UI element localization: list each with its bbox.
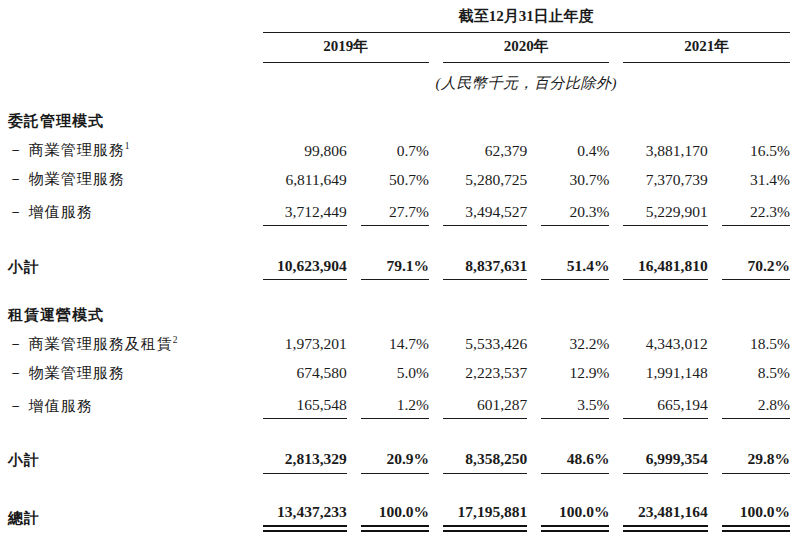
amount-2019: 3,712,449 (263, 202, 347, 226)
table-row: － 增值服務 3,712,449 27.7% 3,494,527 20.3% 5… (8, 193, 790, 226)
amount-2019: 674,580 (263, 363, 347, 386)
year-header-2020: 2020年 (443, 37, 609, 63)
period-header-row: 截至12月31日止年度 (8, 0, 790, 33)
revenue-breakdown-table: 截至12月31日止年度 2019年 2020年 2021年 (人民幣千元，百分比… (8, 0, 790, 532)
section-title-row: 委託管理模式 (8, 95, 790, 135)
row-label: － 商業管理服務及租賃2 (8, 335, 249, 358)
table-row: － 商業管理服務1 99,806 0.7% 62,379 0.4% 3,881,… (8, 135, 790, 164)
amount-2019: 13,437,233 (263, 502, 347, 532)
pct-2020: 20.3% (541, 202, 609, 226)
amount-2021: 23,481,164 (623, 502, 707, 532)
pct-2020: 51.4% (541, 256, 609, 280)
section-title-entrusted: 委託管理模式 (8, 112, 790, 135)
row-label: － 商業管理服務1 (8, 141, 249, 164)
table-row: － 增值服務 165,548 1.2% 601,287 3.5% 665,194… (8, 386, 790, 419)
amount-2020: 5,533,426 (443, 334, 527, 357)
amount-2020: 8,358,250 (443, 449, 527, 473)
empty-cell (8, 0, 249, 33)
amount-2019: 165,548 (263, 395, 347, 419)
empty-cell (8, 63, 249, 95)
spacer-row (8, 474, 790, 502)
amount-2021: 3,881,170 (623, 141, 707, 164)
pct-2019: 1.2% (361, 395, 429, 419)
pct-2020: 3.5% (541, 395, 609, 419)
row-label: － 物業管理服務 (8, 170, 249, 193)
pct-2021: 2.8% (722, 395, 790, 419)
amount-2020: 8,837,631 (443, 256, 527, 280)
pct-2019: 5.0% (361, 363, 429, 386)
pct-2020: 0.4% (541, 141, 609, 164)
table-row: － 物業管理服務 674,580 5.0% 2,223,537 12.9% 1,… (8, 357, 790, 386)
amount-2021: 7,370,739 (623, 170, 707, 193)
footnote-marker: 1 (125, 141, 130, 151)
amount-2019: 99,806 (263, 141, 347, 164)
table-row: － 商業管理服務及租賃2 1,973,201 14.7% 5,533,426 3… (8, 328, 790, 357)
pct-2020: 100.0% (541, 502, 609, 532)
year-header-2021: 2021年 (623, 37, 790, 63)
unit-note-row: (人民幣千元，百分比除外) (8, 63, 790, 95)
pct-2019: 79.1% (361, 256, 429, 280)
section-title-row: 租賃運營模式 (8, 300, 790, 328)
amount-2020: 601,287 (443, 395, 527, 419)
amount-2020: 3,494,527 (443, 202, 527, 226)
amount-2019: 10,623,904 (263, 256, 347, 280)
pct-2019: 27.7% (361, 202, 429, 226)
amount-2020: 5,280,725 (443, 170, 527, 193)
pct-2019: 0.7% (361, 141, 429, 164)
pct-2021: 18.5% (722, 334, 790, 357)
spacer-row (8, 226, 790, 256)
row-label: － 增值服務 (8, 397, 249, 420)
footnote-marker: 2 (173, 335, 178, 345)
amount-2021: 6,999,354 (623, 449, 707, 473)
unit-note: (人民幣千元，百分比除外) (263, 74, 790, 95)
pct-2021: 16.5% (722, 141, 790, 164)
amount-2021: 5,229,901 (623, 202, 707, 226)
pct-2021: 8.5% (722, 363, 790, 386)
subtotal-label: 小計 (8, 258, 249, 281)
subtotal-row: 小計 2,813,329 20.9% 8,358,250 48.6% 6,999… (8, 449, 790, 473)
row-label: － 物業管理服務 (8, 364, 249, 387)
pct-2019: 50.7% (361, 170, 429, 193)
amount-2020: 17,195,881 (443, 502, 527, 532)
pct-2021: 31.4% (722, 170, 790, 193)
row-label: － 增值服務 (8, 203, 249, 226)
year-header-2019: 2019年 (263, 37, 429, 63)
amount-2020: 2,223,537 (443, 363, 527, 386)
year-header-row: 2019年 2020年 2021年 (8, 33, 790, 63)
pct-2020: 30.7% (541, 170, 609, 193)
pct-2021: 70.2% (722, 256, 790, 280)
empty-cell (8, 33, 249, 63)
pct-2019: 20.9% (361, 449, 429, 473)
amount-2021: 4,343,012 (623, 334, 707, 357)
subtotal-label: 小計 (8, 451, 249, 474)
pct-2020: 12.9% (541, 363, 609, 386)
amount-2021: 665,194 (623, 395, 707, 419)
pct-2020: 32.2% (541, 334, 609, 357)
total-row: 總計 13,437,233 100.0% 17,195,881 100.0% 2… (8, 502, 790, 532)
period-header: 截至12月31日止年度 (263, 7, 790, 33)
section-title-lease: 租賃運營模式 (8, 306, 790, 329)
amount-2021: 16,481,810 (623, 256, 707, 280)
amount-2019: 1,973,201 (263, 334, 347, 357)
amount-2019: 6,811,649 (263, 170, 347, 193)
subtotal-row: 小計 10,623,904 79.1% 8,837,631 51.4% 16,4… (8, 256, 790, 280)
amount-2021: 1,991,148 (623, 363, 707, 386)
financial-statement-page: 截至12月31日止年度 2019年 2020年 2021年 (人民幣千元，百分比… (0, 0, 797, 543)
table-row: － 物業管理服務 6,811,649 50.7% 5,280,725 30.7%… (8, 164, 790, 193)
pct-2020: 48.6% (541, 449, 609, 473)
amount-2019: 2,813,329 (263, 449, 347, 473)
total-label: 總計 (8, 509, 249, 532)
pct-2021: 22.3% (722, 202, 790, 226)
spacer-row (8, 419, 790, 449)
pct-2021: 100.0% (722, 502, 790, 532)
amount-2020: 62,379 (443, 141, 527, 164)
pct-2019: 14.7% (361, 334, 429, 357)
pct-2019: 100.0% (361, 502, 429, 532)
pct-2021: 29.8% (722, 449, 790, 473)
spacer-row (8, 280, 790, 300)
